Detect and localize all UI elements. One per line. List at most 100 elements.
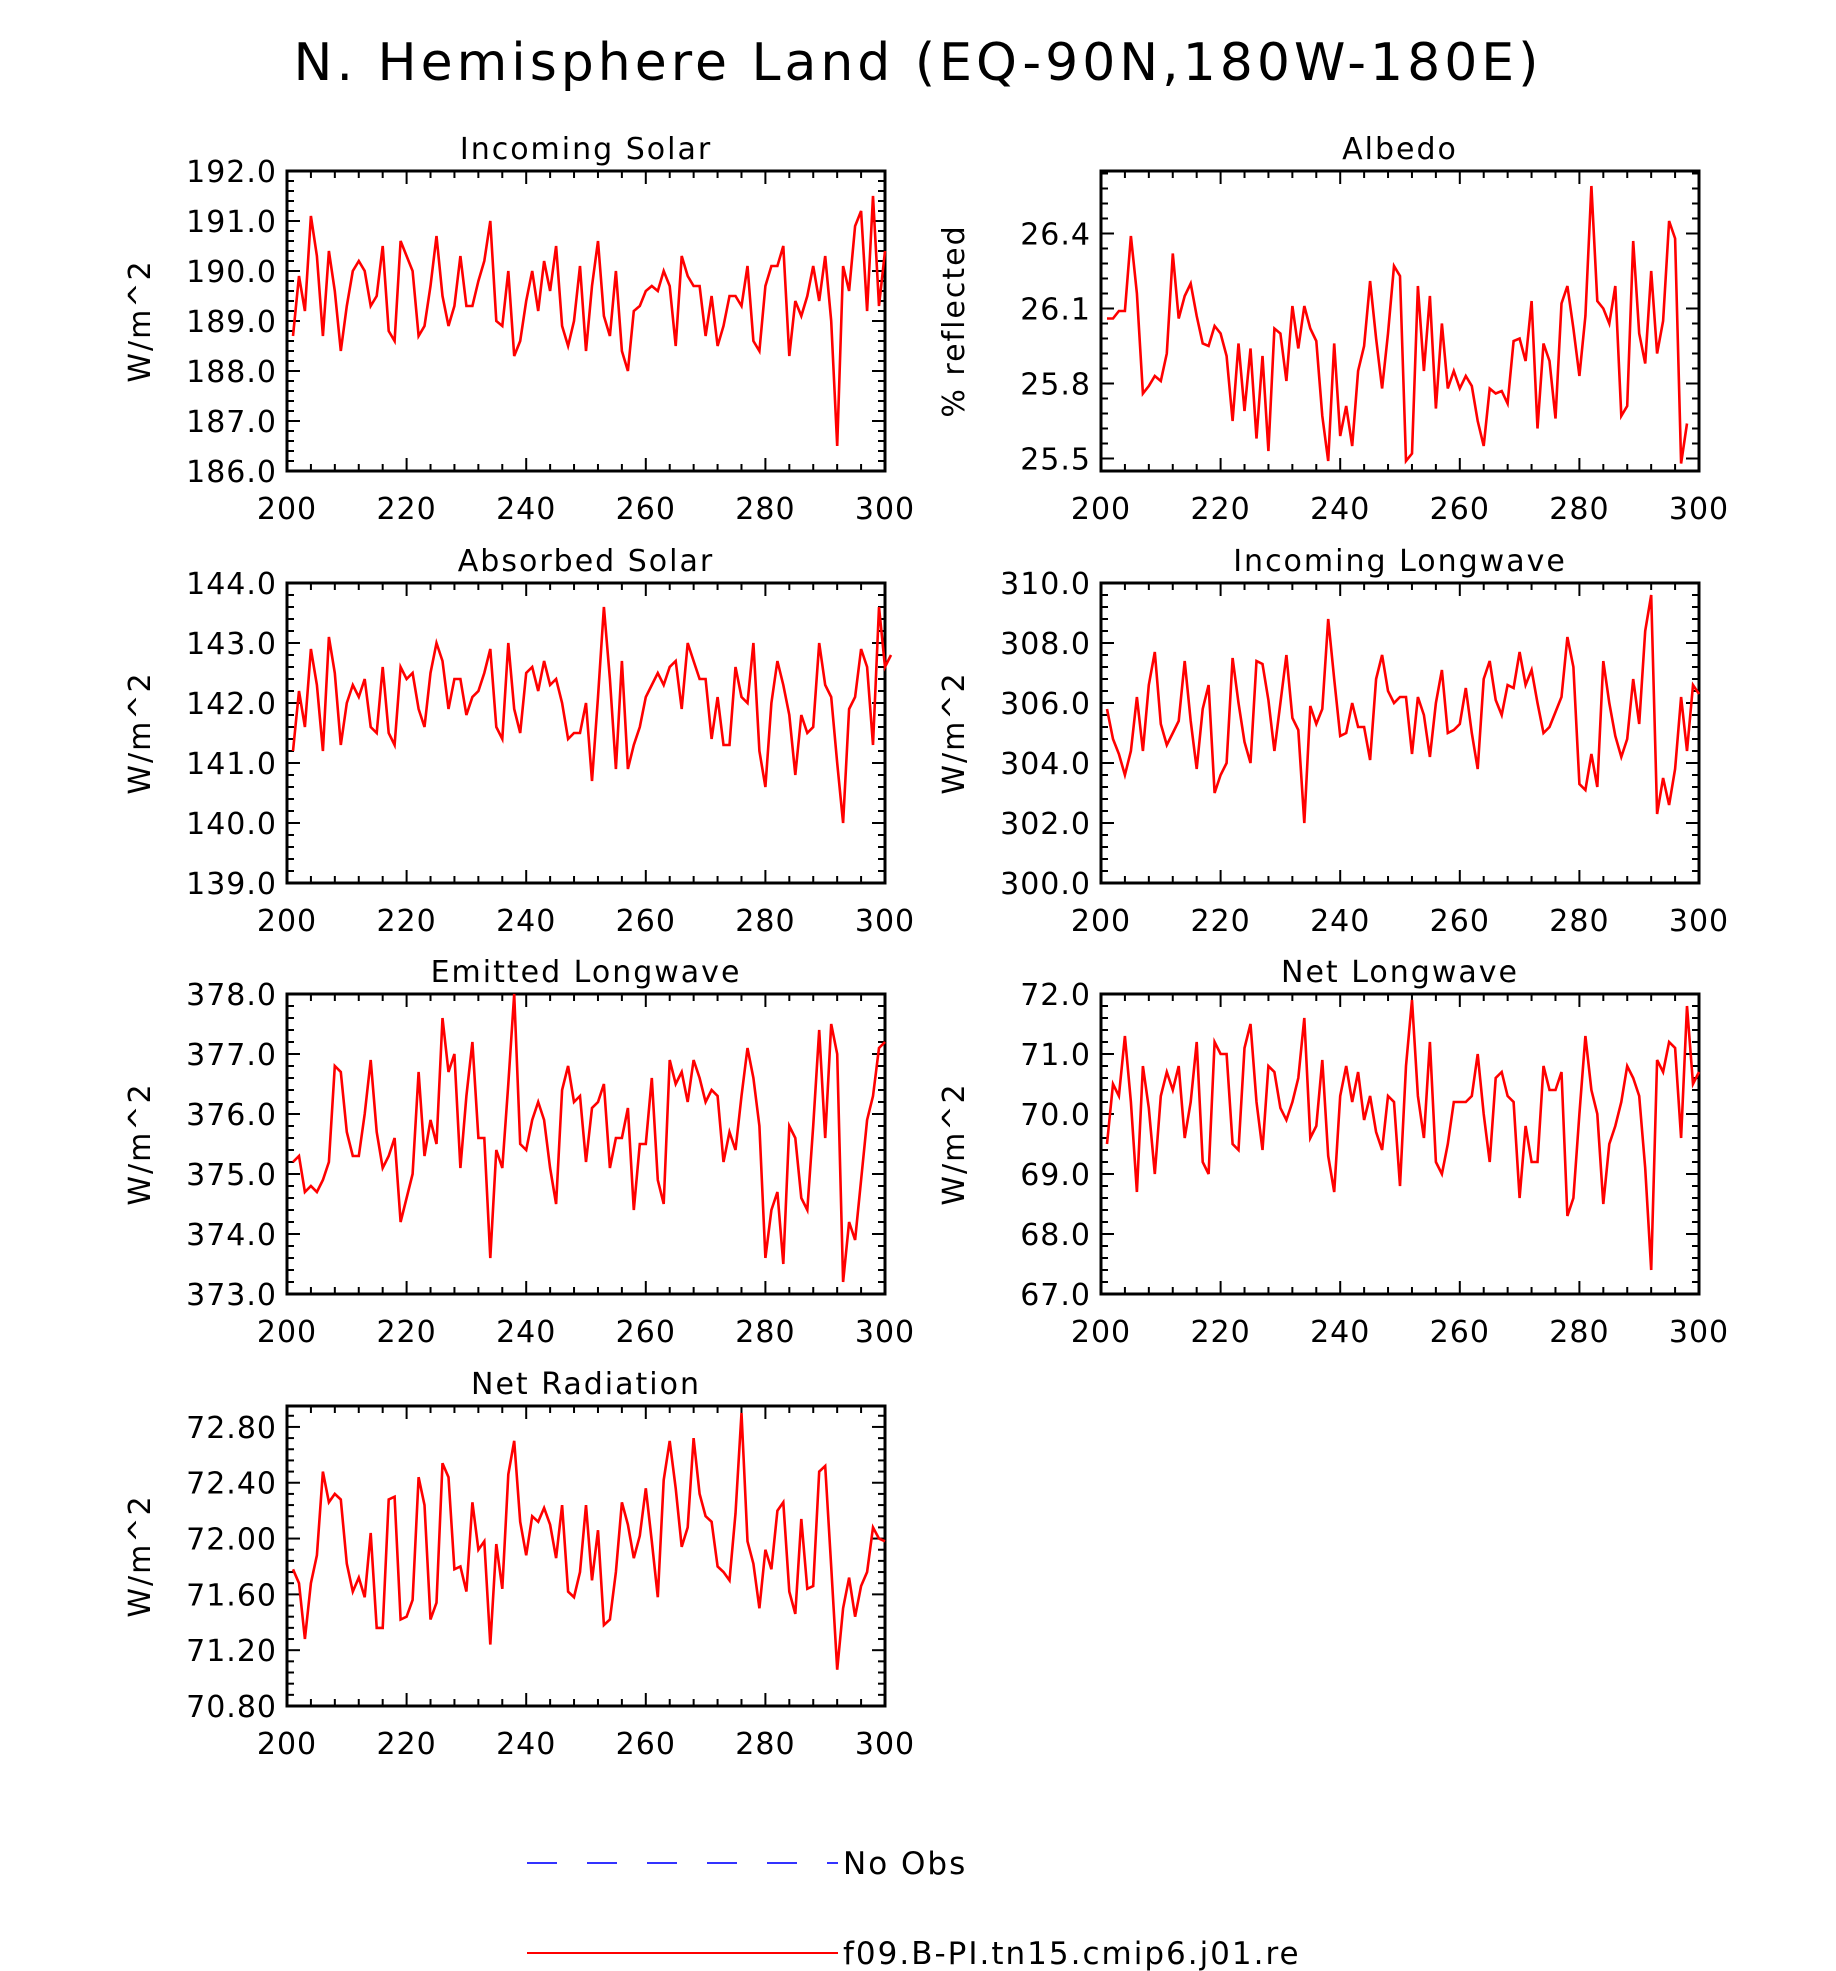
y-tick-label: 70.80 bbox=[186, 1690, 277, 1725]
x-tick-label: 260 bbox=[616, 492, 676, 527]
x-tick-label: 260 bbox=[1430, 492, 1490, 527]
y-tick-label: 302.0 bbox=[1000, 807, 1091, 842]
panel-7: 200 220 240 260 280 300 70.80 71.20 71.60 72.00 72… bbox=[123, 1367, 914, 1762]
x-tick-label: 240 bbox=[496, 492, 556, 527]
x-tick-label: 220 bbox=[1190, 904, 1250, 939]
y-tick-label: 26.1 bbox=[1020, 293, 1091, 328]
y-tick-label: 374.0 bbox=[186, 1218, 277, 1253]
plot-frame bbox=[285, 1404, 887, 1708]
plot-frame bbox=[285, 992, 887, 1296]
y-tick-label: 377.0 bbox=[186, 1038, 277, 1073]
y-tick-label: 25.5 bbox=[1020, 443, 1091, 478]
plot-frame bbox=[285, 581, 887, 885]
x-tick-label: 280 bbox=[735, 1315, 795, 1350]
x-tick-label: 220 bbox=[376, 904, 436, 939]
y-tick-label: 376.0 bbox=[186, 1098, 277, 1133]
series-line bbox=[291, 606, 893, 824]
panel-1: 200 220 240 260 280 300 186.0 187.0 188.0 189.0 19… bbox=[123, 132, 915, 527]
x-tick-label: 300 bbox=[1669, 1315, 1729, 1350]
figure-title: N. Hemisphere Land (EQ-90N,180W-180E) bbox=[294, 33, 1543, 93]
y-tick-label: 70.0 bbox=[1020, 1098, 1091, 1133]
y-tick-label: 69.0 bbox=[1020, 1158, 1091, 1193]
x-tick-label: 240 bbox=[496, 1315, 556, 1350]
series-line bbox=[291, 1412, 886, 1670]
x-tick-label: 200 bbox=[257, 1315, 317, 1350]
y-tick-label: 191.0 bbox=[186, 205, 277, 240]
plot-frame bbox=[1099, 992, 1701, 1296]
x-tick-label: 220 bbox=[376, 492, 436, 527]
y-tick-label: 141.0 bbox=[186, 747, 277, 782]
panel-title: Albedo bbox=[1342, 132, 1458, 167]
y-tick-label: 71.20 bbox=[186, 1634, 277, 1669]
y-tick-label: 373.0 bbox=[186, 1278, 277, 1313]
x-tick-label: 260 bbox=[1430, 1315, 1490, 1350]
y-tick-label: 71.60 bbox=[186, 1578, 277, 1613]
y-tick-label: 72.0 bbox=[1020, 978, 1091, 1013]
plot-frame bbox=[1099, 581, 1701, 885]
series-line bbox=[1105, 594, 1701, 824]
y-tick-label: 68.0 bbox=[1020, 1218, 1091, 1253]
series-line bbox=[291, 195, 887, 447]
x-tick-label: 280 bbox=[1549, 492, 1609, 527]
x-tick-label: 220 bbox=[1190, 492, 1250, 527]
y-tick-label: 26.4 bbox=[1020, 218, 1091, 253]
y-tick-label: 188.0 bbox=[186, 355, 277, 390]
y-tick-label: 310.0 bbox=[1000, 567, 1091, 602]
y-tick-label: 186.0 bbox=[186, 455, 277, 490]
y-tick-label: 72.00 bbox=[186, 1523, 277, 1558]
y-tick-label: 142.0 bbox=[186, 687, 277, 722]
x-tick-label: 280 bbox=[1549, 904, 1609, 939]
plot-frame bbox=[1099, 169, 1701, 473]
y-tick-label: 140.0 bbox=[186, 807, 277, 842]
y-axis-label: W/m^2 bbox=[123, 259, 158, 382]
panel-title: Absorbed Solar bbox=[458, 544, 714, 579]
series-line bbox=[1105, 999, 1701, 1271]
y-tick-label: 306.0 bbox=[1000, 687, 1091, 722]
panel-title: Net Longwave bbox=[1281, 955, 1519, 990]
y-tick-label: 67.0 bbox=[1020, 1278, 1091, 1313]
y-tick-label: 25.8 bbox=[1020, 368, 1091, 403]
y-axis-label: W/m^2 bbox=[123, 1494, 158, 1617]
x-tick-label: 280 bbox=[735, 1727, 795, 1762]
panel-2: 200 220 240 260 280 300 25.5 25.8 26.1 26.4 Albedo… bbox=[937, 132, 1728, 527]
x-tick-label: 300 bbox=[855, 1315, 915, 1350]
x-tick-label: 300 bbox=[1669, 904, 1729, 939]
y-tick-label: 190.0 bbox=[186, 255, 277, 290]
y-tick-label: 71.0 bbox=[1020, 1038, 1091, 1073]
y-tick-label: 144.0 bbox=[186, 567, 277, 602]
y-tick-label: 304.0 bbox=[1000, 747, 1091, 782]
legend-label-no-obs: No Obs bbox=[843, 1846, 967, 1882]
x-tick-label: 260 bbox=[616, 1727, 676, 1762]
x-tick-label: 260 bbox=[616, 1315, 676, 1350]
x-tick-label: 240 bbox=[496, 1727, 556, 1762]
y-axis-label: W/m^2 bbox=[123, 1082, 158, 1205]
panel-5: 200 220 240 260 280 300 373.0 374.0 375.0 376.0 37… bbox=[123, 955, 915, 1350]
x-tick-label: 220 bbox=[376, 1727, 436, 1762]
y-tick-label: 300.0 bbox=[1000, 867, 1091, 902]
y-tick-label: 308.0 bbox=[1000, 627, 1091, 662]
plot-frame bbox=[285, 169, 887, 473]
x-tick-label: 260 bbox=[616, 904, 676, 939]
x-tick-label: 200 bbox=[257, 492, 317, 527]
panel-title: Incoming Longwave bbox=[1233, 544, 1567, 579]
x-tick-label: 220 bbox=[1190, 1315, 1250, 1350]
panel-4: 200 220 240 260 280 300 300.0 302.0 304.0 306.0 30… bbox=[937, 544, 1729, 939]
legend-label-model: f09.B-PI.tn15.cmip6.j01.re bbox=[843, 1936, 1301, 1971]
panel-title: Emitted Longwave bbox=[431, 955, 742, 990]
x-tick-label: 280 bbox=[735, 904, 795, 939]
x-tick-label: 240 bbox=[1310, 904, 1370, 939]
series-line bbox=[1107, 185, 1689, 465]
x-tick-label: 200 bbox=[1071, 904, 1131, 939]
x-tick-label: 200 bbox=[1071, 1315, 1131, 1350]
y-tick-label: 139.0 bbox=[186, 867, 277, 902]
panel-3: 200 220 240 260 280 300 139.0 140.0 141.0 142.0 14… bbox=[123, 544, 914, 939]
y-tick-label: 143.0 bbox=[186, 627, 277, 662]
x-tick-label: 300 bbox=[855, 492, 915, 527]
x-tick-label: 240 bbox=[1310, 1315, 1370, 1350]
x-tick-label: 200 bbox=[257, 904, 317, 939]
x-tick-label: 200 bbox=[1071, 492, 1131, 527]
x-tick-label: 260 bbox=[1430, 904, 1490, 939]
y-tick-label: 72.80 bbox=[186, 1411, 277, 1446]
y-tick-label: 72.40 bbox=[186, 1467, 277, 1502]
